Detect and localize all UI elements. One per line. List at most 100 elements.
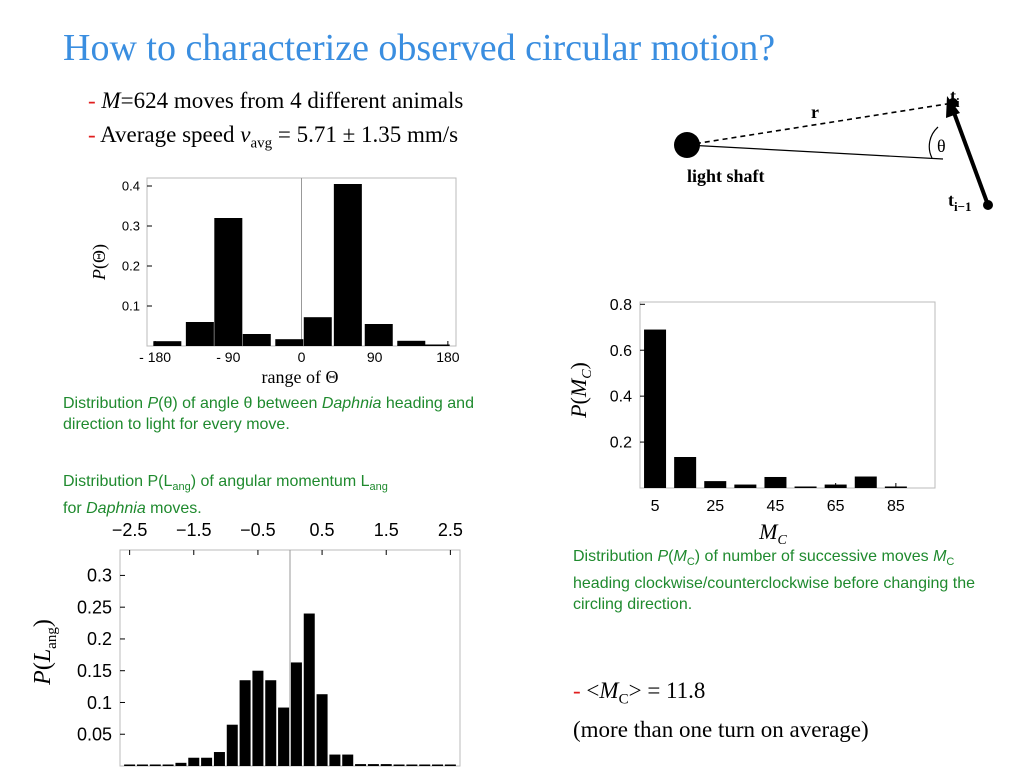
x-axis-label: range of Θ xyxy=(262,367,339,387)
y-label-p: P xyxy=(566,404,591,418)
note-m: M xyxy=(599,678,619,703)
cap-lang-sub1: ang xyxy=(172,481,191,494)
caption-mc: Distribution P(MC) of number of successi… xyxy=(573,546,1003,615)
mc-bars: 0.2 0.4 0.6 0.8 5 25 45 65 85 xyxy=(610,297,907,515)
light-direction-line xyxy=(686,144,944,160)
bar xyxy=(355,764,367,766)
bar xyxy=(239,680,251,766)
note-line2: (more than one turn on average) xyxy=(573,716,869,742)
x-tick-label: 65 xyxy=(827,498,845,515)
bar xyxy=(303,613,315,766)
y-axis-label: P(MC) xyxy=(566,362,595,419)
bar xyxy=(275,339,304,346)
x-tick-label: - 180 xyxy=(139,349,171,365)
bar xyxy=(290,662,302,766)
theta-arc xyxy=(928,126,939,159)
y-label-p: P xyxy=(30,670,56,686)
mc-average-note: - <MC> = 11.8 (more than one turn on ave… xyxy=(573,676,869,745)
y-label-p: P xyxy=(89,269,109,281)
note-dash: - xyxy=(573,678,581,703)
theta-label: θ xyxy=(937,136,946,156)
theta-distribution-chart: 0.1 0.2 0.3 0.4 - 180 - 90 0 90 180 range of Θ P… xyxy=(89,177,460,387)
bar xyxy=(265,680,277,766)
x-label-sub: C xyxy=(777,533,787,545)
bar xyxy=(242,334,271,346)
bar xyxy=(764,476,787,488)
bar xyxy=(734,484,757,488)
x-tick-label: 180 xyxy=(436,349,460,365)
bar xyxy=(644,329,667,488)
t-prev-t: t xyxy=(948,190,954,210)
bar xyxy=(226,724,238,766)
bar xyxy=(329,754,341,766)
mc-distribution-chart: 0.20.40.60.85 25 45 65 85 MC P(MC) xyxy=(566,297,936,545)
cap-mc-p: P xyxy=(657,548,669,565)
bar xyxy=(278,707,290,766)
r-label: r xyxy=(811,102,819,122)
cap-mc-c: ) of number of successive moves xyxy=(694,548,934,565)
note-post: > = 11.8 xyxy=(628,678,706,703)
bar xyxy=(149,764,161,766)
y-label-l: L xyxy=(30,649,56,663)
bullet-v-symbol: v xyxy=(240,122,251,147)
heading-arrow-shaft xyxy=(951,109,990,206)
x-label-m: M xyxy=(758,519,779,544)
lang-bars: 0.05 0.1 0.15 0.2 0.25 0.3 −2.5 −1.5 −0.5 0.5 1.5 2… xyxy=(77,520,463,766)
y-label-open: ( xyxy=(566,397,591,404)
bar xyxy=(136,764,148,766)
light-shaft-label: light shaft xyxy=(687,166,765,186)
x-tick-label: 0.5 xyxy=(310,520,335,540)
bar xyxy=(303,317,332,346)
bar xyxy=(397,340,426,346)
cap-theta-a: Distribution xyxy=(63,395,148,412)
y-tick-label: 0.1 xyxy=(87,693,112,713)
y-tick-label: 0.8 xyxy=(610,297,632,314)
caption-lang: Distribution P(Lang) of angular momentum… xyxy=(63,471,483,519)
lang-distribution-chart: 0.05 0.1 0.15 0.2 0.25 0.3 −2.5 −1.5 −0.5 0.5 1.5 2… xyxy=(30,520,463,767)
bar xyxy=(153,341,182,346)
cap-lang-daphnia: Daphnia xyxy=(86,500,146,518)
bar xyxy=(201,757,213,766)
y-axis-label: P(Lang) xyxy=(30,619,60,686)
cap-mc-sub: C xyxy=(686,556,695,569)
cap-theta-c: heading and direction to light for every… xyxy=(63,395,474,433)
bar xyxy=(316,694,328,766)
point-t-prev xyxy=(983,200,993,210)
bullet-moves: - M=624 moves from 4 different animals xyxy=(88,88,463,114)
y-tick-label: 0.6 xyxy=(610,343,632,360)
y-label-close: ) xyxy=(566,362,591,369)
x-tick-label: 25 xyxy=(706,498,724,515)
x-tick-label: - 90 xyxy=(216,349,240,365)
bar xyxy=(252,670,264,766)
note-pre: < xyxy=(580,678,600,703)
theta-bars: 0.1 0.2 0.3 0.4 - 180 - 90 0 90 180 xyxy=(122,178,460,365)
cap-lang-a: Distribution P(L xyxy=(63,473,173,490)
bar xyxy=(214,218,243,346)
x-tick-label: 90 xyxy=(367,349,383,365)
bar xyxy=(674,457,697,488)
bar xyxy=(342,754,354,766)
bar xyxy=(794,486,817,488)
bar xyxy=(213,752,225,766)
note-sub: C xyxy=(618,691,629,708)
bar xyxy=(444,764,456,766)
bar xyxy=(406,764,418,766)
cap-lang-b: ) of angular momentum L xyxy=(190,473,370,490)
bar xyxy=(380,764,392,766)
bar xyxy=(162,764,174,766)
bar xyxy=(367,764,379,766)
y-tick-label: 0.3 xyxy=(122,219,140,234)
y-label-open: ( xyxy=(30,662,56,670)
x-tick-label: 0 xyxy=(298,349,306,365)
t-prev-sub: i−1 xyxy=(954,199,972,214)
cap-theta-daphnia: Daphnia xyxy=(321,395,382,412)
t-i-t: t xyxy=(950,86,956,106)
cap-mc-d: heading clockwise/counterclockwise befor… xyxy=(573,575,976,614)
plot-frame xyxy=(639,301,936,489)
x-tick-label: −0.5 xyxy=(240,520,276,540)
cap-theta-b: (θ) of angle θ between xyxy=(158,395,322,412)
geometry-diagram: θ r light shaft ti ti−1 xyxy=(674,86,993,214)
bar xyxy=(175,762,187,766)
bar xyxy=(188,757,200,766)
y-label-sub: C xyxy=(580,369,595,379)
